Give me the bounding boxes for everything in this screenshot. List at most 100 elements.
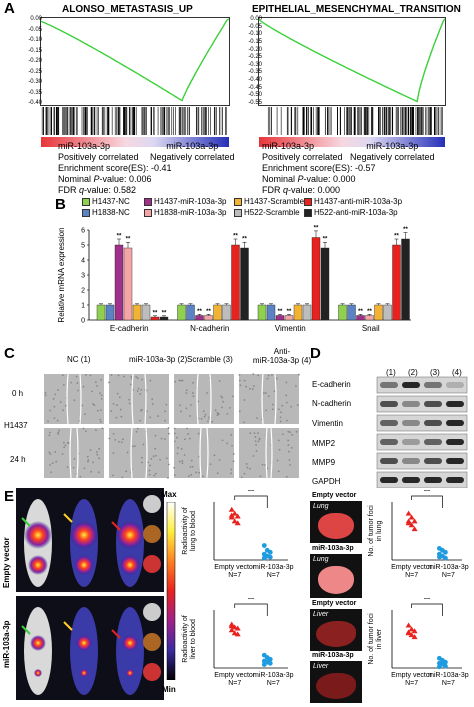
gsea2-pos-sub: Positively correlated	[262, 152, 343, 162]
wound-image	[44, 427, 104, 479]
scatter-x2n: N=7	[442, 572, 455, 579]
wound-cell	[139, 393, 142, 395]
signal-hotspot	[80, 669, 88, 677]
bar	[356, 315, 365, 321]
gsea-ytick: -0.40	[248, 77, 262, 84]
wound-cell	[197, 432, 200, 435]
wound-cell	[121, 438, 124, 441]
wb-row	[376, 376, 468, 394]
bar-sig: **	[153, 310, 158, 316]
wound-cell	[190, 473, 193, 476]
scatter-point-ev	[408, 626, 415, 632]
wound-cell	[226, 442, 229, 445]
wound-cell	[130, 375, 133, 378]
wound-cell	[148, 473, 151, 476]
wound-bg	[239, 428, 299, 478]
wound-cell	[285, 475, 288, 478]
wound-cell	[165, 457, 168, 460]
wound-cell	[131, 445, 134, 448]
imaging-row1-label: Empty vector	[2, 537, 11, 588]
wound-cell	[252, 385, 255, 387]
legend-label: H1437-anti-miR-103a-3p	[314, 197, 403, 206]
wound-cell	[83, 413, 86, 416]
wb-row	[376, 395, 468, 413]
wound-cell	[216, 472, 219, 475]
wb-row	[376, 452, 468, 470]
wound-cell	[137, 387, 140, 390]
wound-cell	[200, 417, 203, 420]
wound-cell	[257, 432, 259, 435]
wound-cell	[62, 409, 64, 412]
wound-cell	[97, 409, 99, 412]
gsea-title-2: EPITHELIAL_MESENCHYMAL_TRANSITION	[252, 4, 461, 15]
bar-ytick-label: 6	[81, 228, 85, 235]
gsea-ytick: -0.10	[248, 31, 262, 38]
signal-hotspot	[74, 555, 94, 575]
organ-photo-lung-mir: Lung	[310, 554, 362, 598]
wound-cell	[118, 440, 120, 443]
signal-hotspot	[70, 521, 98, 549]
signal-hotspot	[28, 555, 48, 575]
wound-cell	[62, 441, 65, 444]
legend-swatch	[144, 208, 152, 217]
wound-cell	[232, 452, 235, 455]
wound-cell	[116, 392, 119, 395]
wound-cell	[278, 448, 281, 451]
bar-sig: **	[287, 309, 292, 315]
wound-image	[238, 373, 300, 425]
scatter-point-ev	[234, 520, 241, 526]
wound-edge	[130, 427, 133, 479]
wound-cell	[128, 402, 131, 405]
legend-item: H1838-NC	[82, 208, 130, 217]
wb-band	[380, 420, 398, 426]
scatter-ylabel-1: No. of tumor foci	[368, 613, 375, 665]
wound-cell	[185, 407, 188, 410]
legend-label: H522-Scramble	[244, 208, 300, 217]
wound-cell	[277, 470, 280, 473]
wound-cell	[204, 413, 207, 416]
wound-edge	[66, 373, 69, 425]
bar-chart: Relative mRNA expression 0 1 2 3 4 5 6 ** ** ** ** E…	[57, 225, 411, 333]
wound-col-1: NC (1)	[67, 355, 91, 364]
wound-cell	[228, 406, 231, 409]
wound-cell	[257, 440, 260, 443]
wound-cell	[115, 404, 118, 406]
scatter-point-ev	[411, 634, 418, 640]
gsea-ytick: -0.05	[248, 23, 262, 30]
wound-cell	[262, 392, 265, 395]
bar	[347, 304, 356, 321]
panel-label-b: B	[55, 196, 66, 213]
gsea-ytick: -0.25	[248, 54, 262, 61]
wound-cell	[110, 410, 113, 413]
scatter-point-ev	[405, 510, 412, 516]
scatter-point-mir	[443, 549, 448, 555]
wound-cell	[110, 374, 113, 376]
wound-cell	[53, 405, 56, 408]
bar-ytick-label: 4	[81, 258, 85, 265]
wound-cell	[191, 465, 194, 468]
bar	[141, 304, 151, 321]
scatter-x2n: N=7	[442, 680, 455, 687]
wound-cell	[281, 404, 284, 407]
bar-sig: **	[162, 310, 167, 316]
wb-band	[446, 458, 464, 464]
wound-cell	[59, 401, 62, 404]
wound-cell	[64, 404, 67, 407]
gsea-curve	[40, 18, 230, 102]
organ-label-1: Empty vector	[312, 492, 357, 499]
wound-cell	[160, 437, 163, 440]
wound-cell	[164, 419, 166, 422]
scatter-point-ev	[234, 625, 241, 631]
gsea-ytick: -0.20	[28, 58, 42, 64]
wound-cell	[133, 445, 136, 448]
wound-cell	[146, 410, 148, 413]
gsea1-stats: Enrichment score(ES): -0.41 Nominal P-va…	[58, 163, 172, 196]
wb-band	[424, 458, 442, 464]
wound-edge	[131, 373, 134, 425]
wound-cell	[82, 385, 85, 388]
wound-cell	[141, 456, 143, 459]
wb-band	[402, 382, 420, 388]
gsea1-neg-mir: miR-103a-3p	[166, 141, 219, 151]
bar	[293, 304, 303, 321]
gsea2-es: Enrichment score(ES): -0.57	[262, 163, 376, 173]
